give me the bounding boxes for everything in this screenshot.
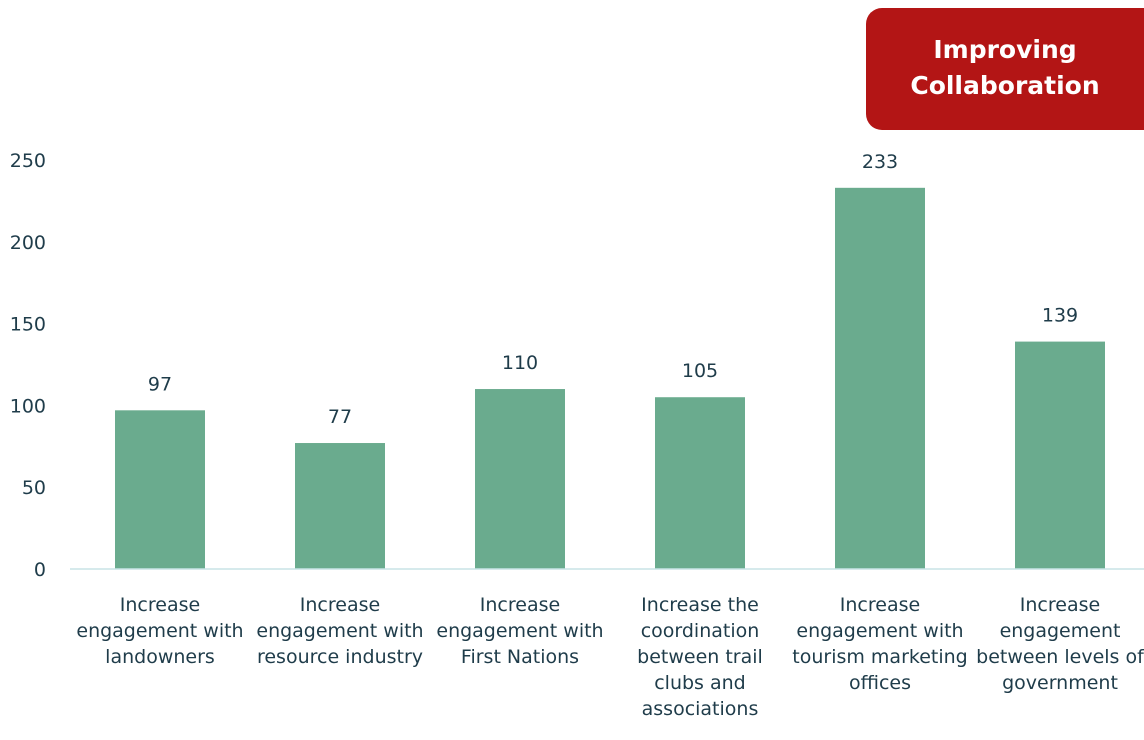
y-tick-label: 0 (34, 559, 46, 581)
bar (835, 187, 925, 569)
x-tick-label: Increase engagement with First Nations (436, 594, 604, 668)
y-tick-label: 250 (10, 150, 46, 172)
x-tick-label: Increase engagement with tourism marketi… (792, 594, 968, 694)
y-tick-label: 100 (10, 395, 46, 417)
bar (115, 410, 205, 569)
data-label: 77 (328, 406, 352, 428)
data-label: 110 (502, 352, 538, 374)
bar (655, 397, 745, 569)
data-label: 139 (1042, 305, 1078, 327)
bar (1015, 341, 1105, 569)
bar (475, 389, 565, 569)
x-tick-label: Increase engagement with resource indust… (256, 594, 424, 668)
y-tick-label: 200 (10, 232, 46, 254)
y-tick-label: 150 (10, 314, 46, 336)
data-label: 105 (682, 360, 718, 382)
data-label: 97 (148, 373, 172, 395)
y-tick-label: 50 (22, 477, 46, 499)
bar (295, 443, 385, 569)
x-tick-label: Increase the coordination between trail … (637, 594, 763, 720)
badge: Improving Collaboration (866, 8, 1144, 130)
chart-title: Improving Collaboration (910, 35, 1100, 100)
x-tick-label: Increase engagement with landowners (76, 594, 244, 668)
x-tick-label: Increase engagement between levels of go… (976, 594, 1144, 694)
data-label: 233 (862, 151, 898, 173)
